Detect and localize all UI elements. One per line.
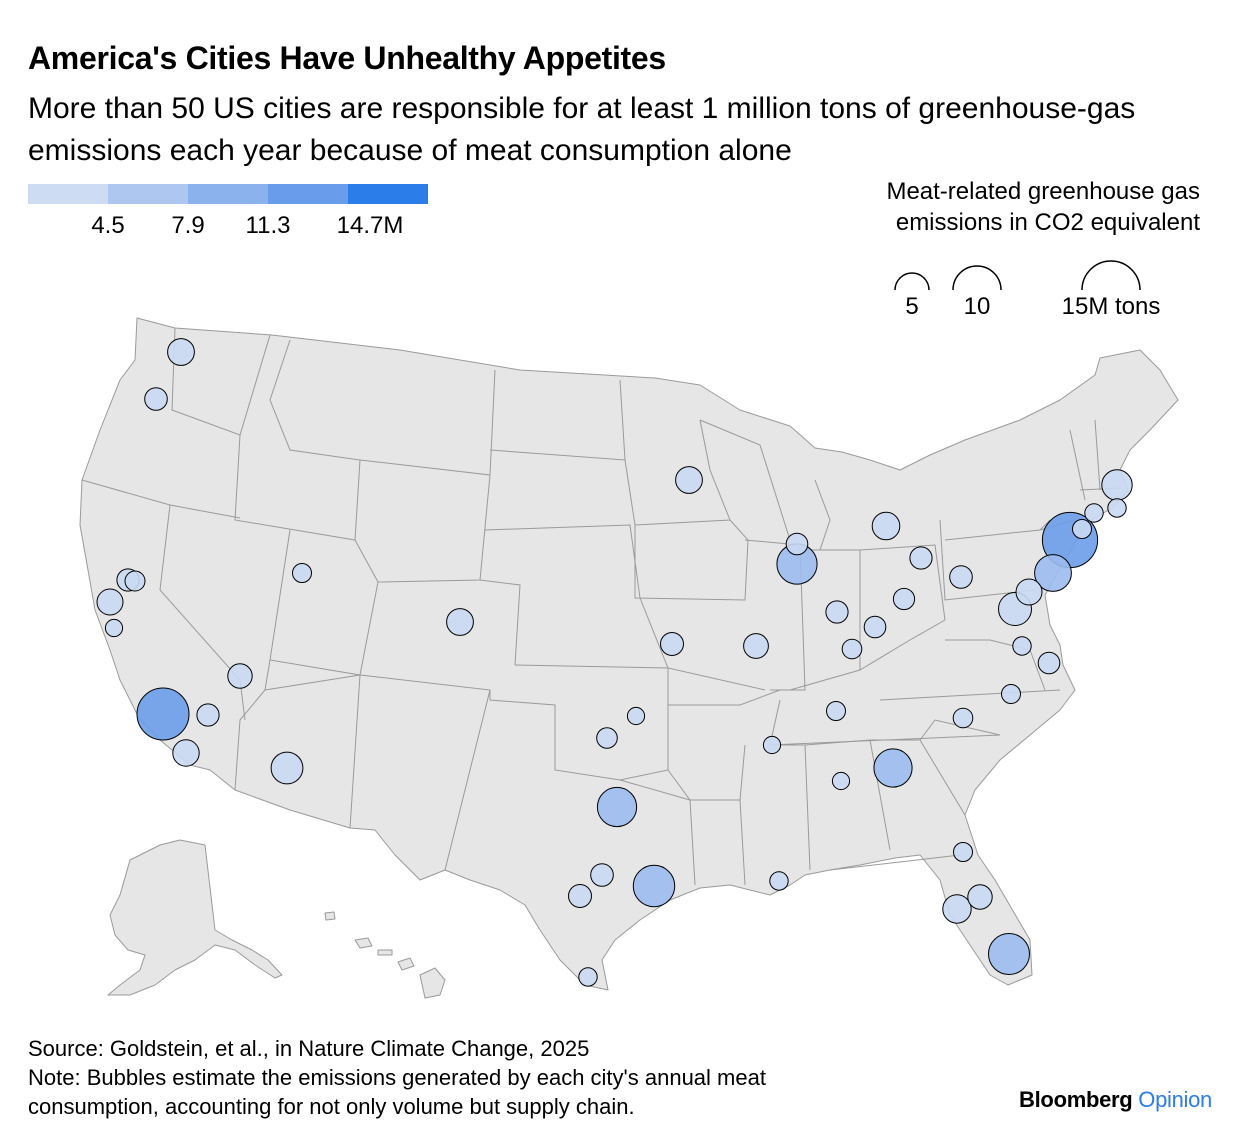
city-bubble-seattle[interactable] bbox=[167, 338, 195, 366]
city-bubble-portland[interactable] bbox=[144, 387, 168, 411]
brand-suffix: Opinion bbox=[1138, 1087, 1212, 1112]
city-bubble-buffalo[interactable] bbox=[1072, 519, 1092, 539]
size-legend-arc-large bbox=[1081, 260, 1141, 291]
size-legend-title: Meat-related greenhouse gas emissions in… bbox=[886, 176, 1200, 238]
legend-swatch-3 bbox=[188, 184, 268, 204]
land bbox=[79, 317, 1179, 999]
city-bubble-louisville[interactable] bbox=[841, 638, 863, 660]
hawaii-maui bbox=[397, 957, 415, 971]
chart-title: America's Cities Have Unhealthy Appetite… bbox=[28, 40, 666, 76]
city-bubble-charlotte[interactable] bbox=[952, 707, 974, 729]
city-bubble-columbus[interactable] bbox=[892, 587, 916, 611]
city-bubble-phoenix[interactable] bbox=[270, 751, 304, 785]
legend-swatch-4 bbox=[268, 184, 348, 204]
city-bubble-orlando[interactable] bbox=[967, 884, 993, 910]
city-bubble-nashville[interactable] bbox=[826, 701, 846, 721]
city-bubble-philadelphia[interactable] bbox=[1034, 554, 1072, 592]
brand-name: Bloomberg bbox=[1019, 1087, 1133, 1112]
city-bubble-riverside[interactable] bbox=[196, 703, 220, 727]
source-line: Source: Goldstein, et al., in Nature Cli… bbox=[28, 1036, 590, 1061]
state-borders bbox=[81, 327, 1121, 886]
note-line-2: consumption, accounting for not only vol… bbox=[28, 1094, 635, 1119]
size-legend-title-line1: Meat-related greenhouse gas bbox=[886, 178, 1200, 205]
city-bubble-hartford[interactable] bbox=[1084, 503, 1104, 523]
legend-swatch-2 bbox=[108, 184, 188, 204]
city-bubble-richmond[interactable] bbox=[1012, 636, 1032, 656]
city-bubble-st-louis[interactable] bbox=[743, 633, 769, 659]
city-bubble-tampa[interactable] bbox=[942, 894, 972, 924]
legend-tick-2: 7.9 bbox=[171, 212, 205, 239]
city-bubble-jacksonville[interactable] bbox=[953, 842, 973, 862]
hawaii-oahu bbox=[354, 937, 373, 949]
city-bubble-cincinnati[interactable] bbox=[863, 615, 887, 639]
size-legend-arc-medium bbox=[952, 265, 1002, 291]
brand-logo: Bloomberg Opinion bbox=[1019, 1087, 1212, 1113]
size-legend-arc-small bbox=[894, 272, 930, 291]
city-bubble-houston[interactable] bbox=[632, 864, 676, 908]
city-bubble-pittsburgh[interactable] bbox=[949, 565, 973, 589]
city-bubble-miami[interactable] bbox=[988, 933, 1030, 975]
city-bubble-san-diego[interactable] bbox=[172, 739, 200, 767]
hawaii-big-island bbox=[419, 967, 446, 999]
city-bubble-austin[interactable] bbox=[590, 863, 614, 887]
city-bubble-cleveland[interactable] bbox=[909, 546, 933, 570]
city-bubble-sacramento[interactable] bbox=[124, 570, 146, 592]
alaska bbox=[107, 839, 283, 996]
hawaii-kauai bbox=[324, 911, 336, 921]
color-legend-ticks: 4.5 7.9 11.3 14.7M bbox=[0, 212, 440, 242]
city-bubble-milwaukee[interactable] bbox=[785, 532, 809, 556]
city-bubble-baltimore[interactable] bbox=[1015, 578, 1043, 606]
city-bubble-oklahoma-city[interactable] bbox=[596, 727, 618, 749]
city-bubble-las-vegas[interactable] bbox=[227, 663, 253, 689]
size-legend-label-10: 10 bbox=[963, 293, 991, 320]
city-bubble-virginia-beach[interactable] bbox=[1037, 651, 1061, 675]
city-bubble-providence[interactable] bbox=[1107, 498, 1127, 518]
city-bubble-minneapolis[interactable] bbox=[675, 466, 703, 494]
city-bubble-memphis[interactable] bbox=[762, 735, 782, 755]
note-line-1: Note: Bubbles estimate the emissions gen… bbox=[28, 1065, 766, 1090]
hawaii-molokai bbox=[377, 949, 393, 956]
size-legend-title-line2: emissions in CO2 equivalent bbox=[895, 209, 1200, 236]
legend-swatch-5 bbox=[348, 184, 428, 204]
city-bubble-birmingham[interactable] bbox=[831, 771, 851, 791]
legend-tick-3: 11.3 bbox=[245, 212, 291, 239]
city-bubble-raleigh[interactable] bbox=[1001, 684, 1021, 704]
city-bubble-boston[interactable] bbox=[1101, 469, 1133, 501]
city-bubble-denver[interactable] bbox=[446, 608, 474, 636]
city-bubble-mcallen[interactable] bbox=[578, 967, 598, 987]
city-bubble-atlanta[interactable] bbox=[873, 748, 913, 788]
contiguous-us bbox=[79, 317, 1179, 991]
city-bubble-los-angeles[interactable] bbox=[136, 687, 190, 741]
city-bubble-new-orleans[interactable] bbox=[769, 871, 789, 891]
footer: Source: Goldstein, et al., in Nature Cli… bbox=[28, 1034, 766, 1121]
city-bubble-san-antonio[interactable] bbox=[568, 884, 592, 908]
size-legend-label-5: 5 bbox=[905, 293, 919, 320]
legend-swatch-1 bbox=[28, 184, 108, 204]
city-bubble-kansas-city[interactable] bbox=[660, 632, 684, 656]
city-bubble-san-francisco[interactable] bbox=[96, 588, 124, 616]
city-bubble-salt-lake-city[interactable] bbox=[292, 563, 312, 583]
chart-subtitle: More than 50 US cities are responsible f… bbox=[28, 92, 1136, 167]
city-bubble-tulsa[interactable] bbox=[626, 706, 646, 726]
size-legend-label-15: 15M tons bbox=[1061, 293, 1161, 320]
size-legend: 5 10 15M tons bbox=[880, 250, 1210, 330]
legend-tick-4: 14.7M bbox=[336, 212, 404, 239]
city-bubble-indianapolis[interactable] bbox=[825, 600, 849, 624]
legend-tick-1: 4.5 bbox=[91, 212, 125, 239]
city-bubble-dallas[interactable] bbox=[596, 786, 638, 828]
city-bubble-detroit[interactable] bbox=[871, 511, 901, 541]
city-bubble-san-jose[interactable] bbox=[104, 618, 124, 638]
color-legend bbox=[28, 184, 428, 204]
city-bubbles bbox=[96, 338, 1133, 987]
